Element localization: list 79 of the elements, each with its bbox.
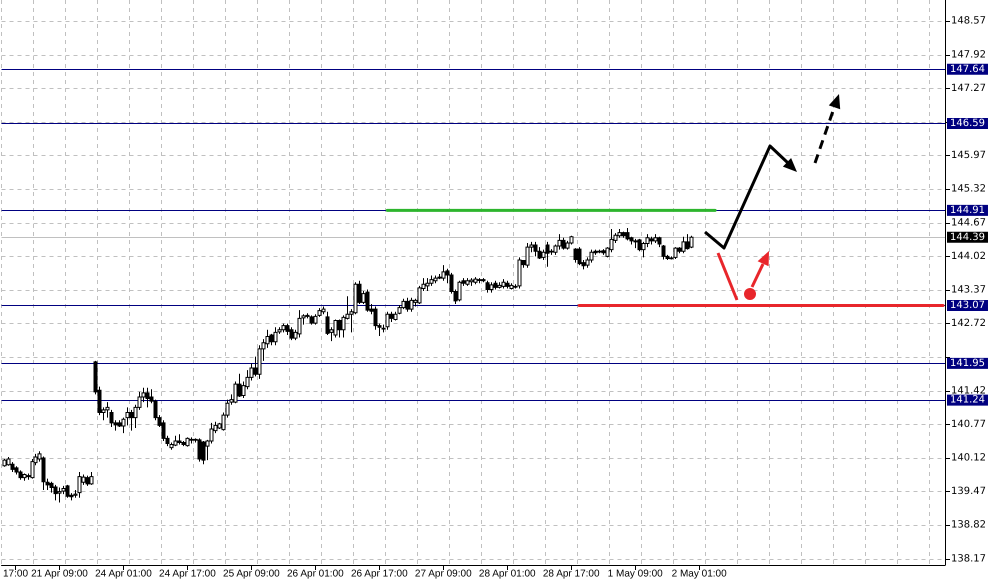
candlestick	[546, 241, 550, 268]
candlestick	[54, 484, 58, 501]
candlestick	[690, 235, 694, 249]
candlestick	[442, 264, 446, 282]
candlestick	[18, 470, 22, 480]
candlestick	[66, 484, 70, 498]
candlestick	[426, 278, 430, 292]
candlestick	[526, 242, 530, 268]
y-tick-label: 140.12	[951, 452, 986, 464]
candlestick	[298, 310, 302, 338]
candlestick	[78, 471, 82, 498]
candlestick	[58, 486, 62, 503]
x-tick-label: 28 Apr 01:00	[478, 568, 536, 580]
candlestick	[674, 246, 678, 260]
y-tick-label: 147.27	[951, 82, 986, 94]
candlestick	[490, 282, 494, 294]
candlestick	[502, 278, 506, 289]
candlestick	[42, 456, 46, 491]
candlestick	[390, 311, 394, 323]
ref-line-label: 143.07	[950, 300, 985, 312]
x-tick-label: 21 Apr 09:00	[31, 568, 88, 580]
candlestick	[406, 297, 410, 312]
candlestick	[458, 280, 462, 302]
candlestick	[174, 435, 178, 447]
candlestick	[310, 314, 314, 326]
x-tick-label: 28 Apr 17:00	[542, 568, 600, 580]
ref-line-label: 146.59	[950, 118, 985, 130]
candlestick	[270, 333, 274, 346]
ref-line-label: 141.24	[950, 394, 985, 406]
candlestick	[274, 326, 278, 346]
x-tick-label: 17:00	[2, 568, 28, 580]
y-tick-label: 138.82	[951, 520, 986, 531]
candlestick	[178, 434, 182, 446]
y-tick-label: 138.17	[951, 553, 986, 564]
y-tick-label: 143.37	[951, 284, 986, 296]
x-tick-label: 24 Apr 17:00	[159, 568, 216, 580]
candlestick	[534, 241, 538, 257]
candlestick	[626, 227, 630, 241]
candlestick	[186, 436, 190, 448]
candlestick	[202, 440, 206, 465]
candlestick	[578, 246, 582, 266]
candlestick	[90, 471, 94, 486]
candlestick	[198, 438, 202, 462]
candlestick	[86, 475, 90, 486]
x-tick-label: 1 May 09:00	[608, 568, 664, 580]
x-tick-label: 26 Apr 17:00	[350, 568, 408, 580]
candlestick	[130, 409, 134, 432]
candlestick	[486, 280, 490, 294]
ref-line-label: 147.64	[950, 64, 985, 75]
candlestick	[146, 387, 150, 408]
y-tick-label: 144.02	[951, 250, 986, 262]
candlestick	[634, 238, 638, 249]
candlestick	[574, 248, 578, 264]
y-tick-label: 145.97	[951, 150, 986, 162]
candlestick	[686, 234, 690, 250]
y-tick-label: 148.57	[951, 16, 986, 27]
candlestick	[338, 318, 342, 338]
y-tick-label: 142.72	[951, 318, 986, 330]
candlestick	[290, 326, 294, 341]
candlestick	[386, 311, 390, 330]
candlestick	[410, 297, 414, 312]
y-tick-label: 139.47	[951, 486, 986, 498]
candlestick	[366, 288, 370, 312]
y-tick-label: 140.77	[951, 418, 986, 430]
x-tick-label: 27 Apr 09:00	[414, 568, 472, 580]
candlestick	[562, 237, 566, 250]
y-tick-label: 144.67	[951, 217, 986, 228]
candlestick	[334, 318, 338, 338]
x-tick-label: 24 Apr 01:00	[95, 568, 152, 580]
y-tick-label: 141.42	[951, 385, 986, 396]
ref-line-label: 141.95	[950, 358, 985, 369]
y-tick-label: 145.32	[951, 184, 986, 195]
x-tick-label: 26 Apr 01:00	[286, 568, 344, 580]
ref-line-label: 144.39	[950, 232, 985, 243]
y-tick-label: 147.92	[951, 49, 986, 60]
ref-line-label: 144.91	[950, 204, 985, 216]
x-tick-label: 25 Apr 09:00	[223, 568, 280, 580]
candlestick	[682, 236, 686, 254]
x-tick-label: 2 May 01:00	[672, 568, 728, 580]
